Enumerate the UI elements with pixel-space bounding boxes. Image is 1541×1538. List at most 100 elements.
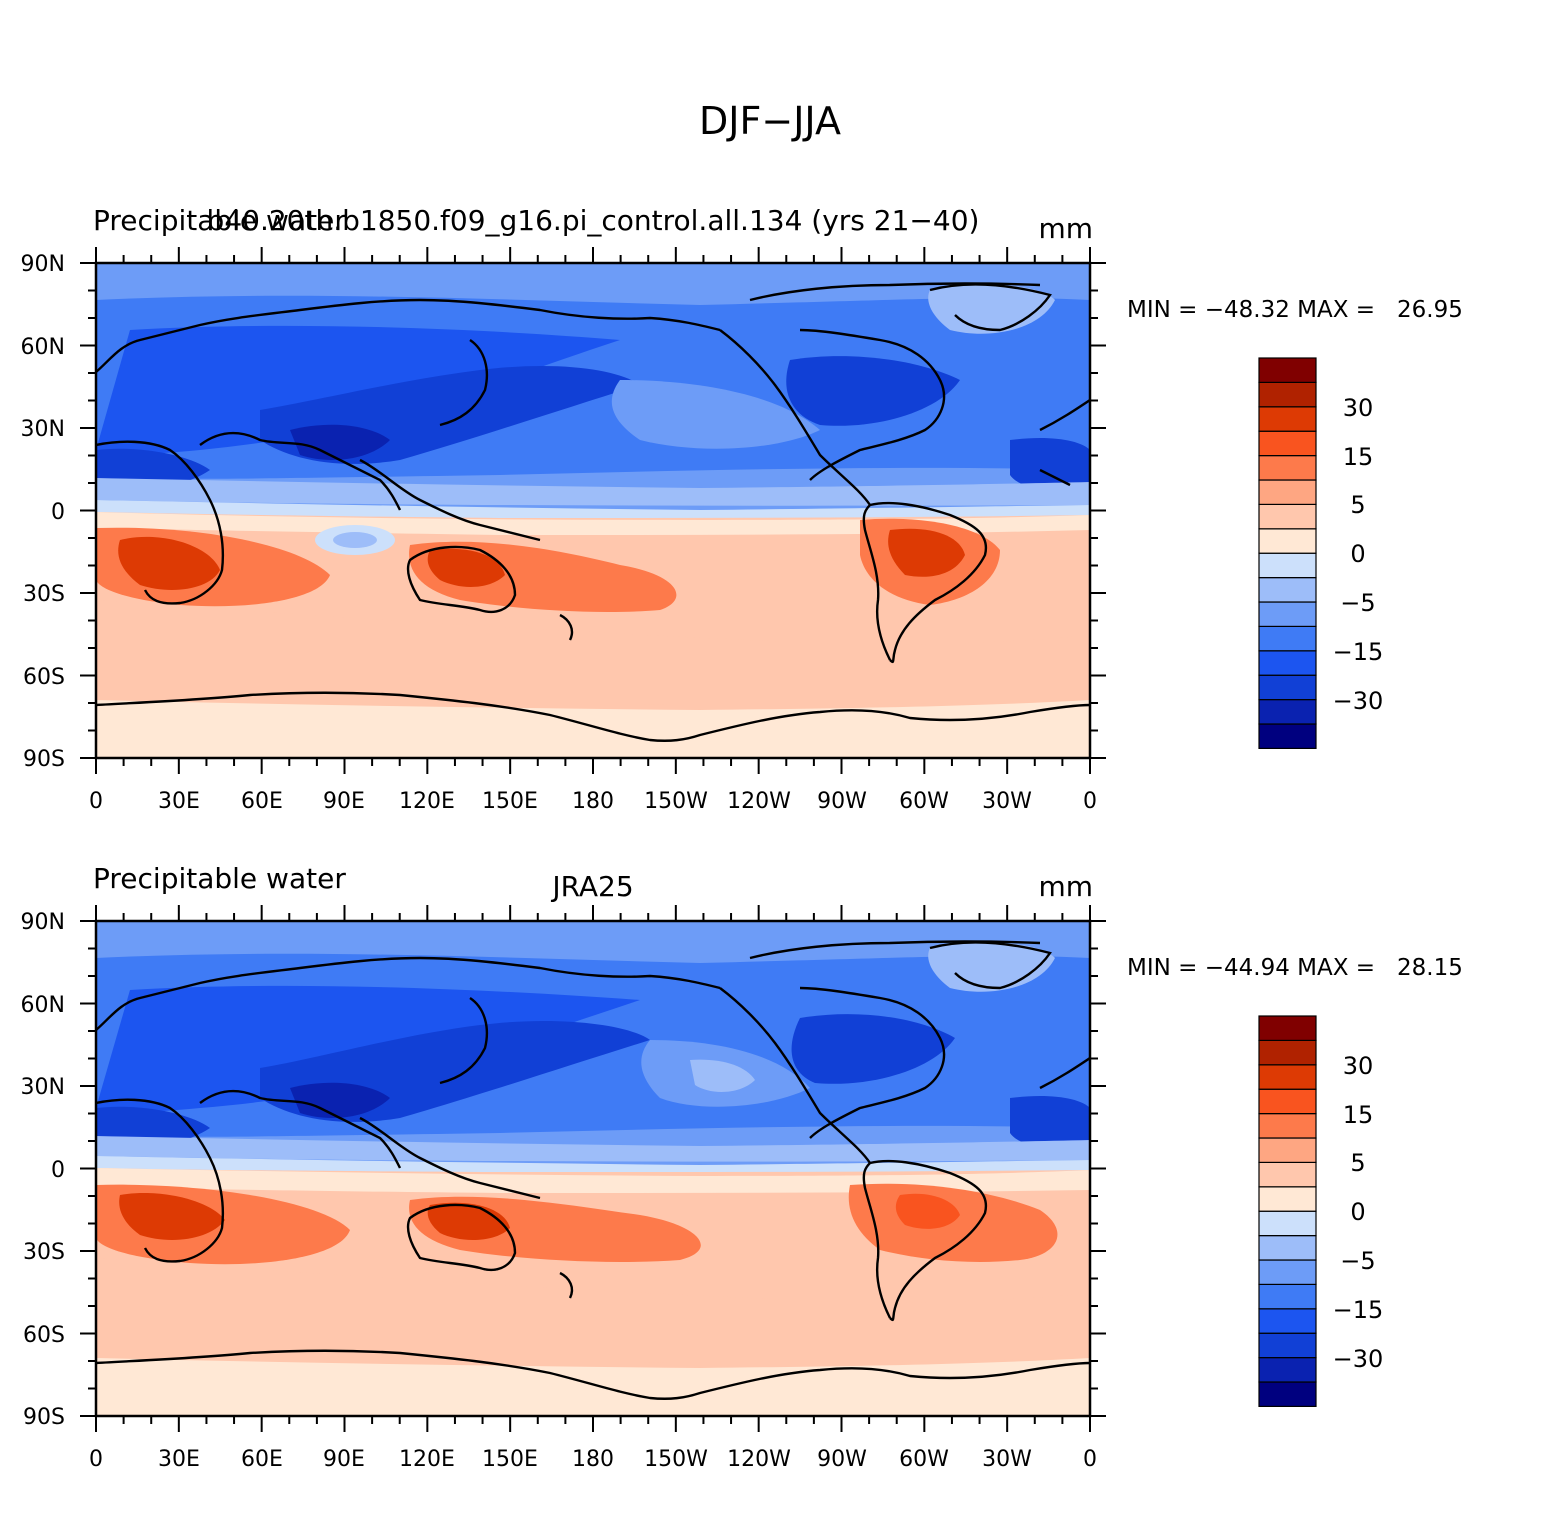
panel-left-title: Precipitable water: [93, 204, 346, 237]
lon-label: 90E: [323, 1447, 365, 1472]
lat-label: 60N: [21, 335, 65, 360]
colorbar-box: [1258, 430, 1317, 457]
colorbar-box: [1258, 723, 1317, 749]
colorbar-label: −5: [1340, 589, 1375, 617]
lon-label: 150E: [482, 1447, 538, 1472]
lon-label: 60E: [241, 789, 283, 814]
lat-labels: 90N 60N 30N 0 30S 60S 90S: [21, 252, 65, 772]
lat-label: 0: [51, 1158, 65, 1183]
colorbar-box: [1258, 1259, 1317, 1285]
map-frame: [80, 905, 1106, 1432]
colorbar-box: [1258, 601, 1317, 627]
colorbar-box: [1258, 1088, 1317, 1115]
lat-label: 0: [51, 500, 65, 525]
colorbar: 30 15 5 0 −5 −15 −30: [1258, 357, 1384, 749]
lat-label: 90N: [21, 910, 65, 935]
colorbar-box: [1258, 381, 1317, 408]
panel-center-title: JRA25: [550, 870, 633, 903]
colorbar-label: 5: [1350, 491, 1365, 519]
coastlines: [96, 940, 1090, 1400]
panel-center-title: b40.20th.b1850.f09_g16.pi_control.all.13…: [207, 204, 980, 237]
lat-label: 30S: [23, 582, 65, 607]
colorbar-label: 0: [1350, 540, 1365, 568]
lat-label: 60N: [21, 993, 65, 1018]
colorbar-label: −5: [1340, 1247, 1375, 1275]
lon-labels: 0 30E 60E 90E 120E 150E 180 150W 120W 90…: [89, 789, 1097, 814]
colorbar-box: [1258, 674, 1317, 701]
colorbar-box: [1258, 698, 1317, 725]
lon-label: 120E: [399, 1447, 455, 1472]
colorbar-label: −15: [1333, 1296, 1384, 1324]
colorbar-box: [1258, 552, 1317, 579]
lon-label: 0: [89, 1447, 103, 1472]
contour-field: [96, 263, 1090, 758]
colorbar-box: [1258, 1186, 1317, 1212]
lon-label: 120W: [727, 1447, 791, 1472]
lat-labels: 90N 60N 30N 0 30S 60S 90S: [21, 910, 65, 1430]
lon-label: 0: [1083, 1447, 1097, 1472]
lat-label: 30N: [21, 417, 65, 442]
lon-label: 90W: [817, 789, 867, 814]
colorbar-box: [1258, 1161, 1317, 1188]
colorbar-box: [1258, 1381, 1317, 1407]
colorbar-label: 15: [1343, 443, 1374, 471]
colorbar-label: −30: [1333, 687, 1384, 715]
colorbar-label: −30: [1333, 1345, 1384, 1373]
colorbar-box: [1258, 479, 1317, 505]
colorbar-box: [1258, 1308, 1317, 1334]
colorbar-box: [1258, 1015, 1317, 1041]
panel-model: Precipitable water b40.20th.b1850.f09_g1…: [21, 204, 1463, 814]
figure-title: DJF−JJA: [699, 99, 841, 143]
colorbar-box: [1258, 625, 1317, 652]
colorbar-label: 30: [1343, 394, 1374, 422]
lon-label: 60E: [241, 1447, 283, 1472]
lat-label: 30S: [23, 1240, 65, 1265]
colorbar-label: 30: [1343, 1052, 1374, 1080]
colorbar-label: −15: [1333, 638, 1384, 666]
lon-labels: 0 30E 60E 90E 120E 150E 180 150W 120W 90…: [89, 1447, 1097, 1472]
colorbar-box: [1258, 406, 1317, 432]
lat-label: 60S: [23, 665, 65, 690]
lon-label: 30E: [158, 1447, 200, 1472]
lon-label: 0: [1083, 789, 1097, 814]
coastlines: [96, 282, 1090, 742]
lon-label: 180: [572, 789, 614, 814]
lat-label: 90N: [21, 252, 65, 277]
min-max-readout: MIN = −44.94 MAX = 28.15: [1127, 955, 1463, 981]
colorbar-box: [1258, 1112, 1317, 1139]
colorbar-label: 5: [1350, 1149, 1365, 1177]
lon-label: 90W: [817, 1447, 867, 1472]
lon-label: 0: [89, 789, 103, 814]
lat-label: 90S: [23, 1405, 65, 1430]
lon-label: 30W: [982, 1447, 1032, 1472]
contour-field: [96, 921, 1090, 1416]
lat-label: 60S: [23, 1323, 65, 1348]
lon-label: 120W: [727, 789, 791, 814]
lon-label: 180: [572, 1447, 614, 1472]
panel-units: mm: [1038, 870, 1093, 903]
colorbar-box: [1258, 455, 1317, 481]
min-max-readout: MIN = −48.32 MAX = 26.95: [1127, 297, 1463, 323]
colorbar-box: [1258, 1332, 1317, 1359]
colorbar-label: 15: [1343, 1101, 1374, 1129]
map-frame: [80, 247, 1106, 774]
lat-label: 30N: [21, 1075, 65, 1100]
lon-label: 150W: [644, 1447, 708, 1472]
colorbar-label: 0: [1350, 1198, 1365, 1226]
colorbar-box: [1258, 1064, 1317, 1090]
colorbar-box: [1258, 650, 1317, 676]
colorbar-box: [1258, 1356, 1317, 1383]
lat-label: 90S: [23, 747, 65, 772]
lon-label: 90E: [323, 789, 365, 814]
colorbar-box: [1258, 1039, 1317, 1066]
lon-label: 30W: [982, 789, 1032, 814]
colorbar-box: [1258, 576, 1317, 603]
lon-label: 150W: [644, 789, 708, 814]
panel-left-title: Precipitable water: [93, 862, 346, 895]
colorbar-box: [1258, 1283, 1317, 1310]
colorbar-box: [1258, 528, 1317, 554]
panel-reanalysis: Precipitable water JRA25 mm: [21, 862, 1463, 1472]
lon-label: 120E: [399, 789, 455, 814]
lon-label: 60W: [899, 789, 949, 814]
